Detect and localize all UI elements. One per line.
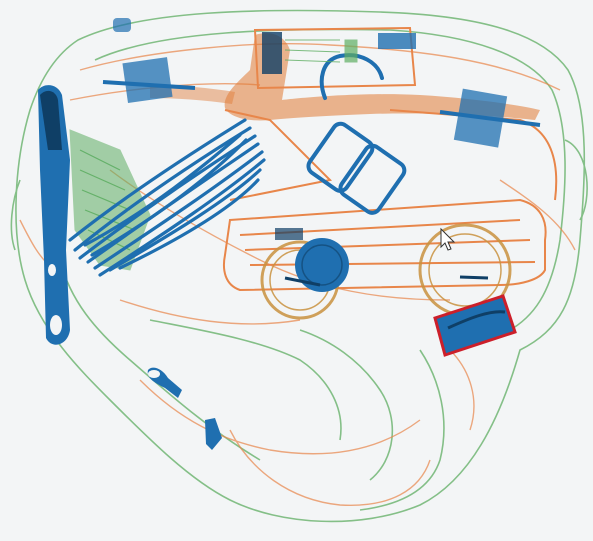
hook-clip bbox=[319, 53, 384, 100]
rectangular-buckle bbox=[306, 121, 407, 215]
flagged-item-highlight[interactable] bbox=[433, 294, 517, 357]
mouse-pointer-icon bbox=[440, 227, 456, 251]
buckle-top-right bbox=[439, 88, 541, 148]
buckle-clips bbox=[102, 53, 541, 215]
blue-disc bbox=[275, 228, 489, 292]
bundle-of-cables bbox=[68, 118, 266, 277]
zipper-pull bbox=[38, 85, 70, 345]
circuit-components bbox=[262, 32, 416, 74]
buckle-top-left bbox=[102, 57, 196, 104]
small-metal-parts bbox=[113, 18, 222, 450]
